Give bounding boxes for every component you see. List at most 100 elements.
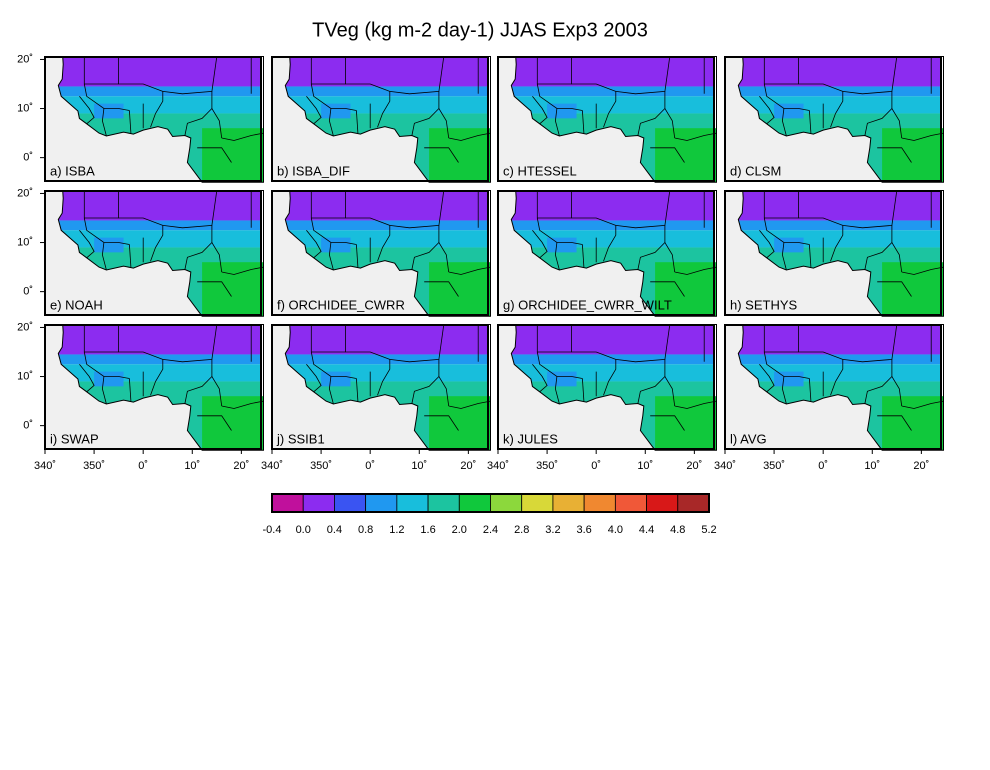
lon-tick-label: 20˚ xyxy=(233,460,249,472)
border xyxy=(842,56,898,95)
lon-tick-label: 0˚ xyxy=(365,460,375,472)
border xyxy=(650,147,685,163)
lat-tick-label: 20˚ xyxy=(17,321,33,333)
lon-tick-label: 10˚ xyxy=(637,460,653,472)
field-patch xyxy=(882,128,944,183)
panel-label: e) NOAH xyxy=(50,297,103,312)
border xyxy=(798,351,844,396)
panel-frame xyxy=(497,56,715,182)
coastline xyxy=(510,56,717,183)
panel-label: j) SSIB1 xyxy=(276,431,325,446)
border xyxy=(162,56,218,95)
field-band xyxy=(511,220,714,231)
field-band xyxy=(738,220,941,231)
border xyxy=(536,351,583,379)
border xyxy=(864,375,903,407)
border xyxy=(637,241,676,273)
border xyxy=(536,217,583,245)
border xyxy=(345,217,391,262)
border xyxy=(424,147,459,163)
border xyxy=(411,107,450,139)
map-panel: k) JULES xyxy=(497,324,717,451)
border xyxy=(554,376,560,405)
border xyxy=(328,376,334,405)
colorbar-box xyxy=(458,493,491,513)
field-patch xyxy=(202,262,264,317)
coastline xyxy=(284,324,491,451)
border xyxy=(877,281,912,297)
field-band xyxy=(511,86,714,97)
border xyxy=(424,281,459,297)
field-band xyxy=(58,86,261,97)
border xyxy=(763,83,810,111)
border xyxy=(536,83,583,111)
lon-tick-label: 340˚ xyxy=(34,460,56,472)
border xyxy=(759,96,775,125)
border xyxy=(221,132,264,141)
field-band xyxy=(511,190,714,221)
border xyxy=(184,241,223,273)
lon-tick-label: 10˚ xyxy=(184,460,200,472)
border xyxy=(798,217,844,262)
colorbar-label: 1.6 xyxy=(420,524,435,536)
border xyxy=(448,400,491,409)
border xyxy=(674,400,717,409)
lat-tick-label: 0˚ xyxy=(23,152,33,164)
border xyxy=(637,107,676,139)
border xyxy=(306,96,322,125)
lon-tick-label: 0˚ xyxy=(138,460,148,472)
colorbar-label: 0.0 xyxy=(296,524,311,536)
panel-frame xyxy=(271,56,489,182)
field-band xyxy=(58,354,261,365)
border xyxy=(615,190,671,229)
field-patch xyxy=(94,103,124,119)
border xyxy=(763,190,799,219)
colorbar-box xyxy=(302,493,335,513)
colorbar-label: 1.2 xyxy=(389,524,404,536)
field-patch xyxy=(202,396,264,451)
border xyxy=(615,56,671,95)
border xyxy=(798,83,844,128)
lon-tick-label: 340˚ xyxy=(714,460,736,472)
border xyxy=(809,378,812,402)
map-panel: b) ISBA_DIF xyxy=(271,56,491,183)
coastline xyxy=(737,190,944,317)
field-patch xyxy=(321,103,351,119)
border xyxy=(781,242,787,271)
border xyxy=(582,110,585,134)
border xyxy=(221,266,264,275)
border xyxy=(781,376,787,405)
border xyxy=(83,190,119,219)
border xyxy=(448,132,491,141)
panel-label: g) ORCHIDEE_CWRR_WILT xyxy=(503,297,672,312)
border xyxy=(842,190,898,229)
field-band xyxy=(738,324,941,355)
field-patch xyxy=(774,237,804,253)
lon-tick-label: 340˚ xyxy=(487,460,509,472)
border xyxy=(83,56,119,85)
coastline xyxy=(510,190,717,317)
lat-tick-label: 20˚ xyxy=(17,53,33,65)
border xyxy=(79,230,95,259)
border xyxy=(864,241,903,273)
lon-tick-label: 350˚ xyxy=(763,460,785,472)
border xyxy=(650,415,685,431)
panel-frame xyxy=(271,190,489,316)
coastline xyxy=(737,324,944,451)
colorbar-box xyxy=(646,493,679,513)
field-patch xyxy=(547,103,577,119)
colorbar-box xyxy=(552,493,585,513)
lon-tick-label: 340˚ xyxy=(261,460,283,472)
colorbar-label: 4.4 xyxy=(639,524,654,536)
field-band xyxy=(738,86,941,97)
coastline xyxy=(737,56,944,183)
border xyxy=(582,244,585,268)
border xyxy=(79,96,95,125)
panel-label: d) CLSM xyxy=(730,163,781,178)
field-band xyxy=(58,220,261,231)
coastline xyxy=(284,190,491,317)
panel-label: h) SETHYS xyxy=(730,297,798,312)
border xyxy=(79,364,95,393)
panel-label: f) ORCHIDEE_CWRR xyxy=(277,297,405,312)
